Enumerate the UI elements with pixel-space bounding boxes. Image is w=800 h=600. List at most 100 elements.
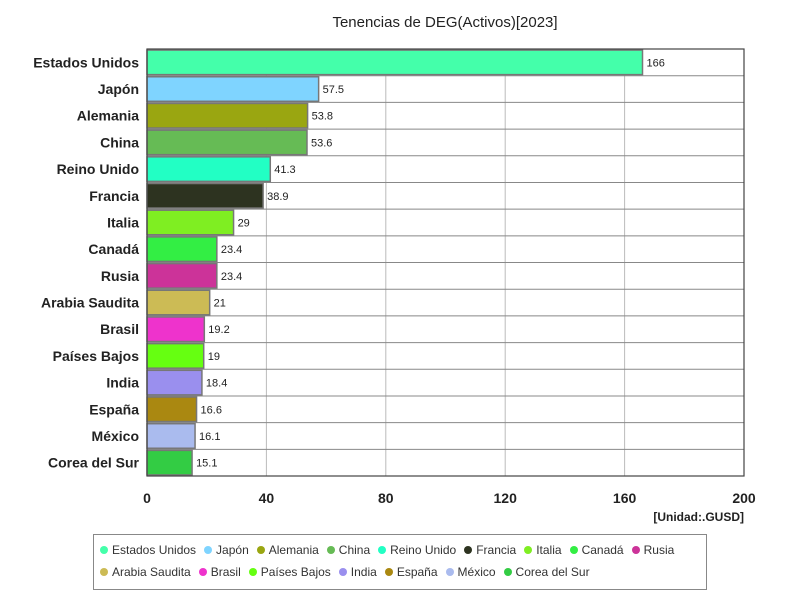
bar <box>146 316 206 343</box>
bar <box>146 209 235 236</box>
bar <box>146 396 198 423</box>
bar <box>146 342 205 369</box>
bar <box>146 182 264 209</box>
data-label: 23.4 <box>221 271 242 283</box>
category-label: Japón <box>98 81 139 97</box>
x-tick-label: 120 <box>494 490 518 506</box>
legend-label: Corea del Sur <box>515 565 590 579</box>
legend-label: Alemania <box>268 543 319 557</box>
legend-swatch-icon <box>384 568 393 576</box>
x-tick-label: 200 <box>732 490 756 506</box>
legend-label: Estados Unidos <box>112 543 197 557</box>
legend-swatch-icon <box>378 546 387 554</box>
legend-item[interactable]: España <box>384 563 438 581</box>
legend-swatch-icon <box>100 568 108 576</box>
legend-swatch-icon <box>248 568 257 576</box>
legend-item[interactable]: Países Bajos <box>248 563 331 581</box>
x-tick-labels: 0 40 80 120 160 200 <box>143 490 756 506</box>
category-label: Francia <box>89 188 139 204</box>
data-label: 53.8 <box>312 111 333 123</box>
category-label: Arabia Saudita <box>41 295 139 311</box>
legend-label: India <box>350 565 377 579</box>
legend-items: Estados Unidos Japón Alemania China Reino Un… <box>100 541 700 581</box>
legend-label: México <box>457 565 496 579</box>
bar <box>146 102 309 129</box>
bar <box>146 156 272 183</box>
legend-item[interactable]: Estados Unidos <box>100 541 196 559</box>
legend-label: Reino Unido <box>390 543 457 557</box>
data-label: 23.4 <box>221 244 242 256</box>
legend-swatch-icon <box>256 546 265 554</box>
data-label: 19.2 <box>208 324 229 336</box>
legend-swatch-icon <box>445 568 454 576</box>
legend-swatch-icon <box>503 568 512 576</box>
category-label: España <box>89 401 139 417</box>
legend-swatch-icon <box>524 546 533 554</box>
legend-label: España <box>396 565 438 579</box>
legend-swatch-icon <box>100 546 108 554</box>
data-label: 166 <box>647 57 665 69</box>
data-label: 53.6 <box>311 137 332 149</box>
category-label: Reino Unido <box>57 161 139 177</box>
category-label: Italia <box>107 214 139 230</box>
legend-label: Japón <box>216 543 249 557</box>
x-tick-label: 0 <box>143 490 151 506</box>
data-label: 41.3 <box>274 164 295 176</box>
category-label: Rusia <box>101 268 139 284</box>
legend-item[interactable]: Rusia <box>631 541 675 559</box>
legend-label: Rusia <box>643 543 675 557</box>
legend-swatch-icon <box>338 568 347 576</box>
data-label: 15.1 <box>196 458 217 470</box>
legend: Estados Unidos Japón Alemania China Reino Un… <box>93 534 707 590</box>
legend-item[interactable]: México <box>445 563 496 581</box>
legend-swatch-icon <box>204 546 213 554</box>
plot-frame <box>146 48 745 477</box>
legend-item[interactable]: Alemania <box>256 541 319 559</box>
category-label: China <box>100 134 139 150</box>
legend-item[interactable]: Brasil <box>198 563 241 581</box>
data-labels: 166 57.5 53.8 53.6 41.3 38.9 29 23.4 23.4 21 19.2 1… <box>196 57 665 469</box>
unit-label: [Unidad:.GUSD] <box>653 510 744 524</box>
legend-item[interactable]: Corea del Sur <box>503 563 590 581</box>
legend-label: Brasil <box>210 565 241 579</box>
legend-item[interactable]: Canadá <box>569 541 624 559</box>
data-label: 16.6 <box>201 404 222 416</box>
legend-item[interactable]: India <box>338 563 377 581</box>
category-label: Países Bajos <box>53 348 140 364</box>
data-label: 29 <box>238 217 250 229</box>
bar <box>146 76 320 103</box>
category-label: India <box>106 375 139 391</box>
bar <box>146 236 218 263</box>
bar <box>146 49 644 76</box>
legend-item[interactable]: Italia <box>524 541 562 559</box>
category-label: Corea del Sur <box>48 455 140 471</box>
category-label: Estados Unidos <box>33 54 139 70</box>
legend-swatch-icon <box>326 546 335 554</box>
legend-label: Canadá <box>581 543 624 557</box>
legend-item[interactable]: Francia <box>464 541 516 559</box>
legend-label: Arabia Saudita <box>112 565 191 579</box>
data-label: 38.9 <box>267 191 288 203</box>
legend-item[interactable]: Reino Unido <box>378 541 456 559</box>
legend-item[interactable]: China <box>326 541 371 559</box>
bar <box>146 422 196 449</box>
x-tick-label: 160 <box>613 490 637 506</box>
legend-label: Italia <box>536 543 562 557</box>
legend-label: Francia <box>476 543 517 557</box>
bars <box>146 49 644 476</box>
bar <box>146 449 193 476</box>
bar <box>146 289 211 316</box>
category-label: Alemania <box>77 108 139 124</box>
legend-swatch-icon <box>464 546 473 554</box>
bar <box>146 129 308 156</box>
grid-lines <box>147 49 744 476</box>
legend-label: China <box>338 543 371 557</box>
category-label: Brasil <box>100 321 139 337</box>
legend-item[interactable]: Japón <box>204 541 249 559</box>
category-labels: Estados Unidos Japón Alemania China Reino Un… <box>33 54 139 470</box>
data-label: 21 <box>214 298 226 310</box>
legend-item[interactable]: Arabia Saudita <box>100 563 191 581</box>
legend-label: Países Bajos <box>260 565 331 579</box>
legend-swatch-icon <box>569 546 578 554</box>
